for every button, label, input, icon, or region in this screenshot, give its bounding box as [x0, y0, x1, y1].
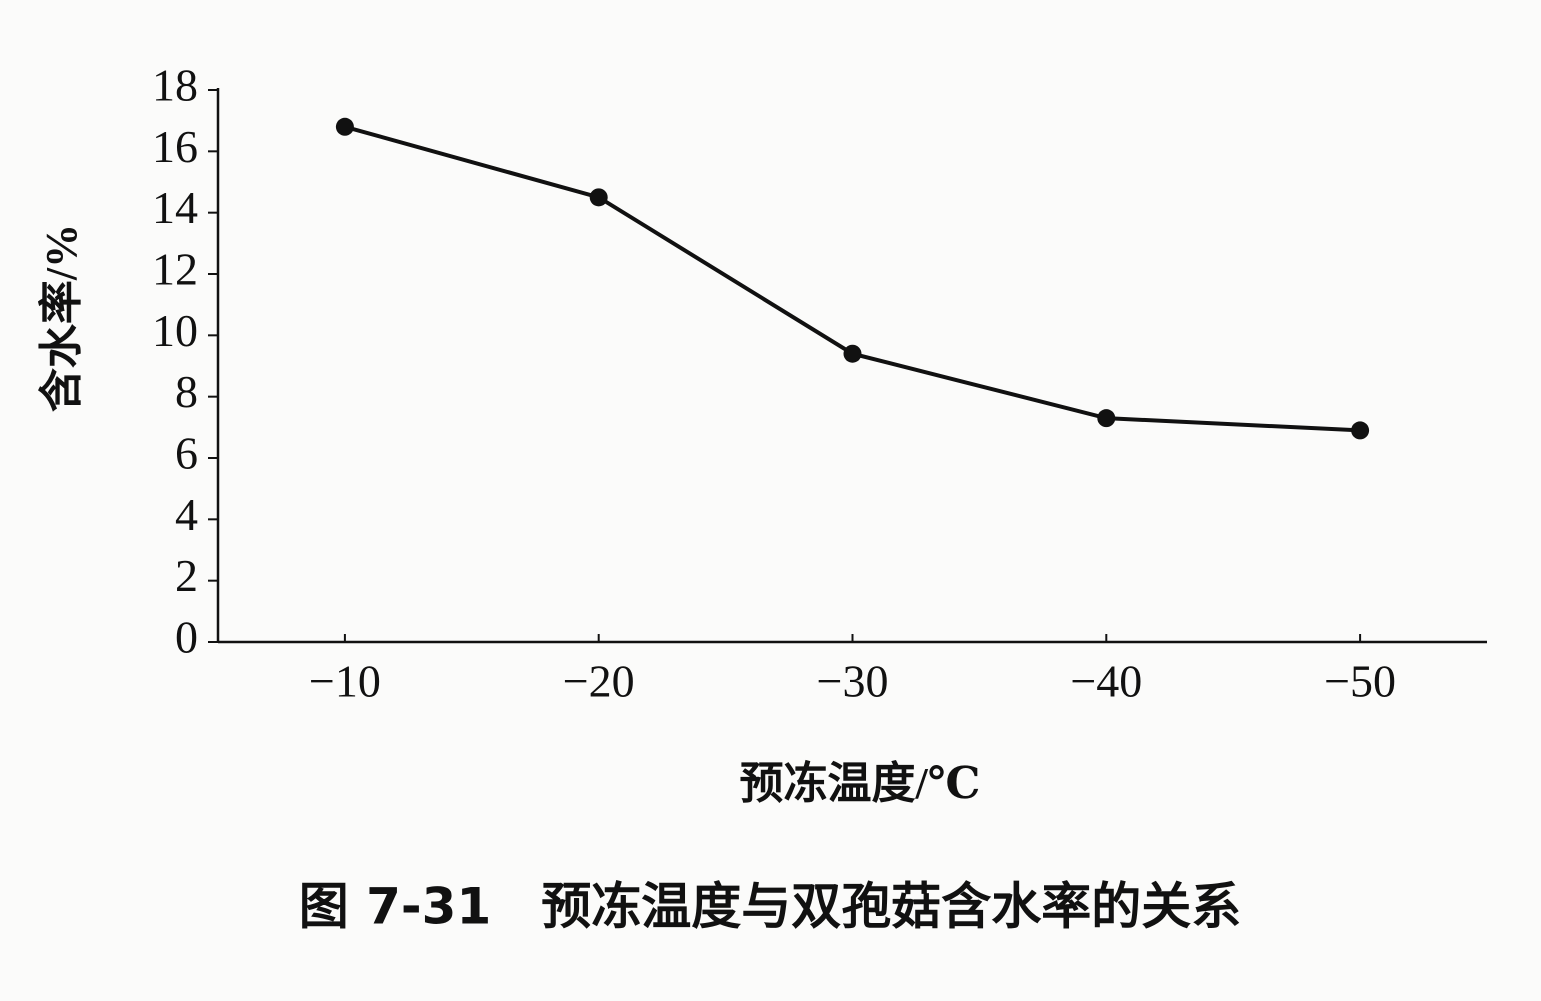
chart-title: 图 7-31 预冻温度与双孢菇含水率的关系: [299, 878, 1242, 936]
x-axis-label: 预冻温度/℃: [740, 759, 981, 808]
x-tick-label: −40: [1070, 656, 1142, 707]
x-tick-label: −30: [817, 656, 889, 707]
y-tick-label: 18: [152, 60, 198, 111]
x-tick-label: −50: [1324, 656, 1396, 707]
x-tick-label: −20: [563, 656, 635, 707]
x-tick-label: −10: [309, 656, 381, 707]
y-tick-label: 16: [152, 121, 198, 172]
y-tick-label: 6: [175, 428, 198, 479]
y-tick-label: 12: [152, 244, 198, 295]
y-tick-label: 2: [175, 550, 198, 601]
data-point: [589, 188, 608, 207]
y-tick-label: 14: [152, 182, 198, 233]
data-line: [344, 124, 1361, 433]
data-point: [335, 117, 354, 136]
data-point: [1097, 409, 1116, 428]
y-tick-label: 10: [152, 305, 198, 356]
y-tick-label: 0: [175, 612, 198, 663]
y-axis-label: 含水率/%: [37, 224, 86, 412]
y-tick-label: 8: [175, 366, 198, 417]
y-tick-label: 4: [175, 489, 198, 540]
data-point: [843, 344, 862, 363]
data-point: [1351, 421, 1370, 440]
